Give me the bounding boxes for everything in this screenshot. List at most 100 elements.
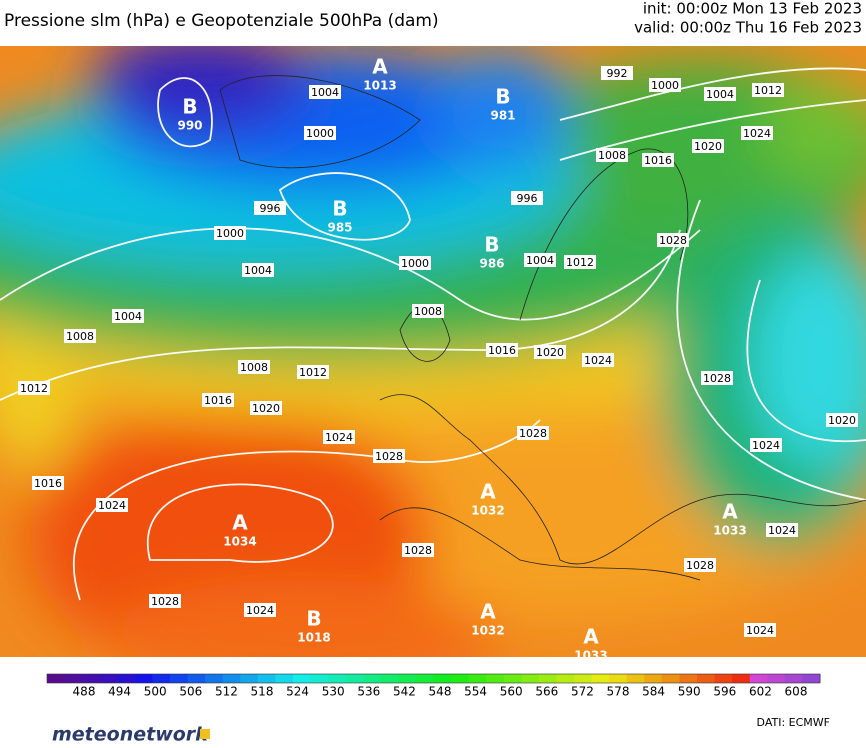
colorbar-swatch (117, 674, 136, 683)
isobar-label: 1012 (297, 365, 329, 379)
colorbar-tick-label: 494 (108, 685, 131, 699)
isobar-label-text: 1000 (216, 227, 244, 240)
colorbar-tick-label: 542 (393, 685, 416, 699)
isobar-label: 1024 (750, 438, 782, 452)
isobar-label: 1000 (399, 256, 431, 270)
isobar-label-text: 1012 (20, 382, 48, 395)
isobar-label-box (704, 87, 736, 101)
isobar-label-box (149, 594, 181, 608)
isobar-label-box (304, 126, 336, 140)
colorbar-tick-label: 488 (73, 685, 96, 699)
isobar-label-text: 1004 (526, 254, 554, 267)
isobar-label-text: 1004 (706, 88, 734, 101)
isobar-label-text: 1024 (752, 439, 780, 452)
colorbar-swatch (609, 674, 628, 683)
colorbar-tick-label: 578 (607, 685, 630, 699)
isobar-label: 996 (511, 191, 543, 205)
center-value: 1013 (363, 79, 396, 93)
center-value: 1033 (574, 649, 607, 663)
center-value: 1034 (223, 535, 256, 549)
isobar-label: 1024 (96, 498, 128, 512)
isobar-label-text: 1028 (659, 234, 687, 247)
isobar-label-box (242, 263, 274, 277)
isobar-label: 1016 (642, 153, 674, 167)
isobar-label: 1000 (214, 226, 246, 240)
isobar-label: 1004 (242, 263, 274, 277)
colorbar-tick-label: 524 (286, 685, 309, 699)
colorbar-swatch (574, 674, 593, 683)
isobar-label-box (402, 543, 434, 557)
isobar-label: 1012 (18, 381, 50, 395)
isobar-label: 1000 (649, 78, 681, 92)
isobar-label-box (649, 78, 681, 92)
colorbar-swatch (679, 674, 698, 683)
isobar-label-box (96, 498, 128, 512)
colorbar-swatch (749, 674, 768, 683)
isobar-label: 1028 (373, 449, 405, 463)
colorbar-swatch (257, 674, 276, 683)
isobar-label-box (32, 476, 64, 490)
isobar-label: 1008 (412, 304, 444, 318)
isobar-label-text: 1008 (240, 361, 268, 374)
colorbar-tick-label: 530 (322, 685, 345, 699)
isobar-label: 1016 (486, 343, 518, 357)
isobar-label-text: 1008 (414, 305, 442, 318)
colorbar-tick-label: 602 (749, 685, 772, 699)
colorbar-swatch (275, 674, 294, 683)
isobar-label-box (657, 233, 689, 247)
isobar-label: 1024 (741, 126, 773, 140)
colorbar-swatch (99, 674, 118, 683)
isobar-label-text: 1024 (98, 499, 126, 512)
colorbar-swatch (433, 674, 452, 683)
colorbar-swatch (714, 674, 733, 683)
colorbar-swatch (205, 674, 224, 683)
colorbar-swatch (503, 674, 522, 683)
isobar-label: 1000 (304, 126, 336, 140)
colorbar-swatch (697, 674, 716, 683)
isobar-label-text: 1004 (311, 86, 339, 99)
center-value: 985 (327, 221, 352, 235)
colorbar-tick-label: 572 (571, 685, 594, 699)
center-letter: A (372, 55, 388, 79)
center-value: 986 (479, 257, 504, 271)
isobar-label-box (244, 603, 276, 617)
colorbar-swatch (380, 674, 399, 683)
isobar-label-text: 1012 (754, 84, 782, 97)
data-source: DATI: ECMWF (757, 716, 830, 729)
isobar-label-text: 992 (607, 67, 628, 80)
isobar-label: 1008 (64, 329, 96, 343)
isobar-label-text: 1016 (34, 477, 62, 490)
center-letter: B (484, 233, 499, 257)
isobar-label: 1020 (826, 413, 858, 427)
isobar-label: 1020 (692, 139, 724, 153)
isobar-label-box (412, 304, 444, 318)
map-field (0, 46, 866, 657)
colorbar-swatch (152, 674, 171, 683)
isobar-label-text: 1016 (204, 394, 232, 407)
isobar-label-box (309, 85, 341, 99)
center-value: 1032 (471, 624, 504, 638)
isobar-label-text: 1008 (598, 149, 626, 162)
isobar-label-box (524, 253, 556, 267)
isobar-label-box (112, 309, 144, 323)
isobar-label: 1012 (564, 255, 596, 269)
isobar-label: 1020 (534, 345, 566, 359)
isobar-label-box (752, 83, 784, 97)
colorbar-tick-label: 566 (535, 685, 558, 699)
isobar-label-box (297, 365, 329, 379)
isobar-label-box (373, 449, 405, 463)
colorbar-swatch (222, 674, 241, 683)
center-letter: A (583, 625, 599, 649)
isobar-label-text: 1012 (566, 256, 594, 269)
isobar-label-box (254, 201, 286, 215)
isobar-label-box (534, 345, 566, 359)
colorbar-swatch (134, 674, 153, 683)
center-letter: A (480, 480, 496, 504)
brand: meteonetwork (52, 724, 209, 745)
colorbar-swatch (538, 674, 557, 683)
colorbar-swatch (47, 674, 66, 683)
isobar-label-text: 996 (517, 192, 538, 205)
isobar-label-text: 1020 (252, 402, 280, 415)
colorbar-swatch (626, 674, 645, 683)
isobar-label-box (826, 413, 858, 427)
